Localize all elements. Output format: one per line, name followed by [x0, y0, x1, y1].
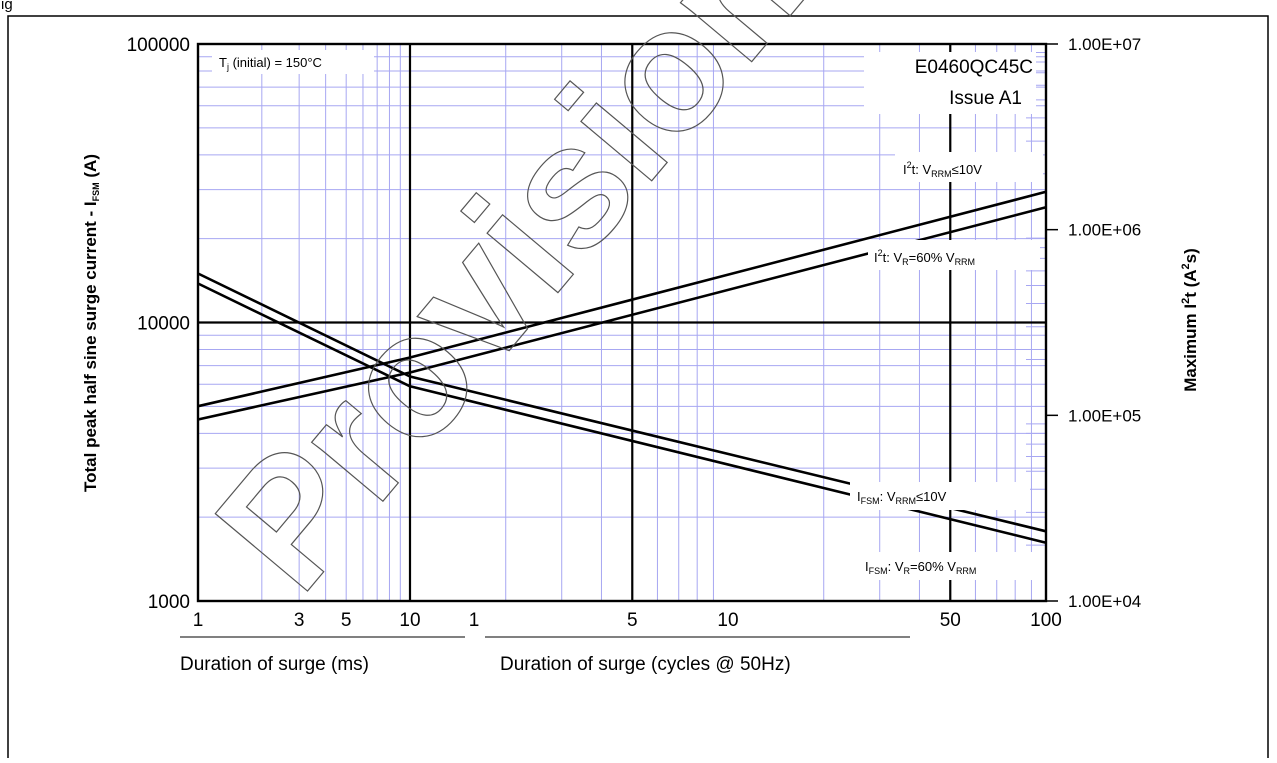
x-cycles-tick-label: 50	[940, 610, 961, 631]
series-label-bg-1	[895, 152, 1043, 182]
series-line-1	[197, 282, 1047, 544]
series-label-i2t-vr-60: I2t: VR=60% VRRM	[874, 248, 975, 267]
series-label-bg-2	[868, 240, 1040, 270]
series-lines	[197, 190, 1047, 544]
y-right-tick-label: 1.00E+04	[1068, 592, 1141, 611]
y-right-axis-label: Maximum I2t (A2s)	[1180, 248, 1200, 392]
series-label-ifsm-vr-60: IFSM: VR=60% VRRM	[865, 559, 976, 576]
x-cycles-tick-label: 100	[1030, 610, 1062, 631]
x-ms-tick-label: 3	[294, 610, 305, 631]
device-code: E0460QC45C	[915, 57, 1033, 78]
x-ms-tick-label: 10	[399, 610, 420, 631]
x-cycles-axis-label: Duration of surge (cycles @ 50Hz)	[500, 654, 791, 675]
issue-label: Issue A1	[949, 88, 1022, 109]
y-right-tick-label: 1.00E+06	[1068, 221, 1141, 240]
header-text: ig	[1, 0, 13, 13]
y-left-tick-label: 1000	[148, 592, 190, 613]
y-right-tick-label: 1.00E+07	[1068, 35, 1141, 54]
y-left-tick-label: 10000	[137, 314, 190, 335]
series-line-2	[197, 190, 1047, 408]
plot-border	[196, 42, 1048, 603]
x-cycles-tick-label: 10	[717, 610, 738, 631]
device-code-bg	[864, 52, 1036, 114]
watermark: Provisional	[180, 0, 936, 624]
series-label-ifsm-vrrm-10v: IFSM: VRRM≤10V	[857, 489, 947, 506]
y-left-tick-label: 100000	[127, 35, 190, 56]
tick-labels: 1000 10000 100000 1.00E+04 1.00E+05 1.00E+06 1…	[127, 35, 1142, 631]
series-label-bg-4	[858, 552, 1040, 580]
y-left-axis-label: Total peak half sine surge current - IFS…	[81, 154, 101, 492]
x-ms-tick-label: 5	[341, 610, 352, 631]
x-ms-axis-label: Duration of surge (ms)	[180, 654, 369, 675]
x-cycles-tick-label: 1	[469, 610, 480, 631]
x-cycles-tick-label: 5	[627, 610, 638, 631]
series-line-3	[197, 206, 1047, 421]
condition-label: Tj (initial) = 150°C	[219, 55, 322, 72]
grid	[198, 44, 1046, 601]
condition-label-bg	[212, 50, 374, 74]
x-ms-tick-label: 1	[193, 610, 204, 631]
series-label-i2t-vrrm-10v: I2t: VRRM≤10V	[903, 160, 982, 179]
series-label-bg-3	[850, 482, 1030, 510]
series-line-0	[197, 272, 1047, 533]
y-right-tick-label: 1.00E+05	[1068, 406, 1141, 425]
